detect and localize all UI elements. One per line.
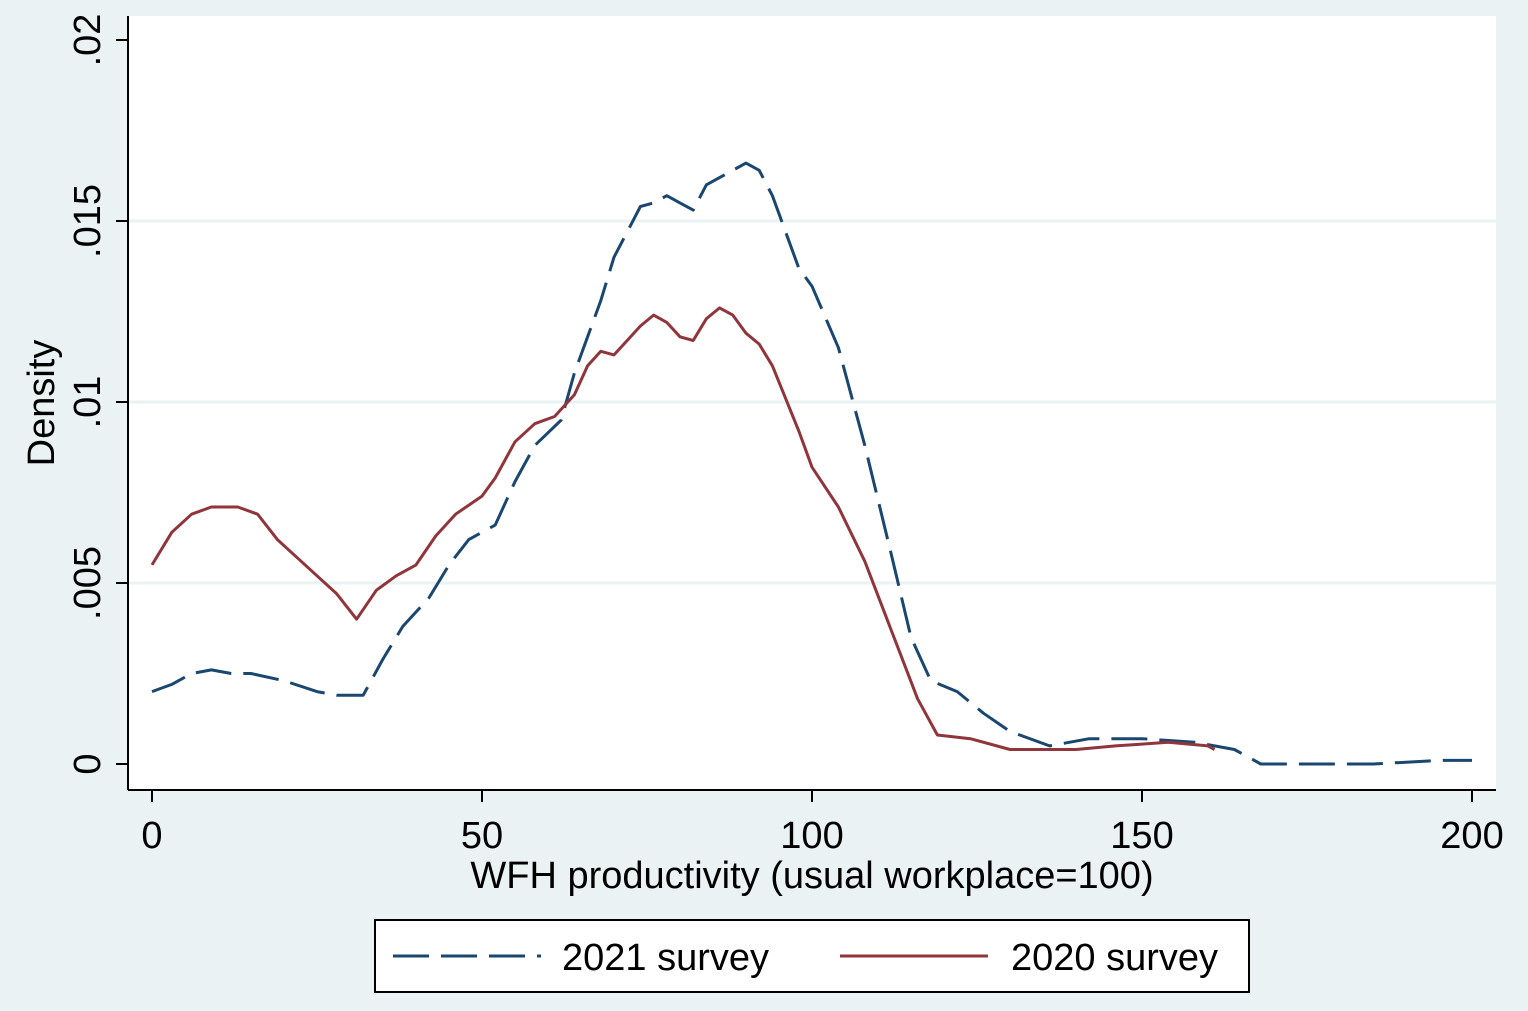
y-axis-label: Density — [21, 340, 63, 467]
grid-lines — [128, 219, 1496, 585]
y-tick-label: .01 — [67, 376, 109, 429]
tick-marks: 0 .005 .01 .015 .02 0 50 100 150 200 — [67, 14, 1504, 857]
y-tick-label: .02 — [67, 14, 109, 67]
series-lines — [150, 161, 1472, 766]
x-tick-label: 150 — [1110, 815, 1173, 857]
y-tick-label: 0 — [67, 753, 109, 774]
y-tick-label: .005 — [67, 546, 109, 620]
legend-label-2021: 2021 survey — [562, 937, 769, 979]
legend: 2021 survey 2020 survey — [374, 919, 1250, 993]
series-line-2020-survey — [150, 306, 1216, 751]
series-line-2021-survey — [151, 161, 1472, 766]
x-tick-label: 100 — [780, 815, 843, 857]
legend-label-2020: 2020 survey — [1011, 937, 1218, 979]
y-tick-label: .015 — [67, 184, 109, 258]
x-tick-label: 200 — [1440, 815, 1503, 857]
x-axis-label: WFH productivity (usual workplace=100) — [470, 855, 1153, 897]
x-tick-label: 50 — [461, 815, 503, 857]
x-tick-label: 0 — [141, 815, 162, 857]
